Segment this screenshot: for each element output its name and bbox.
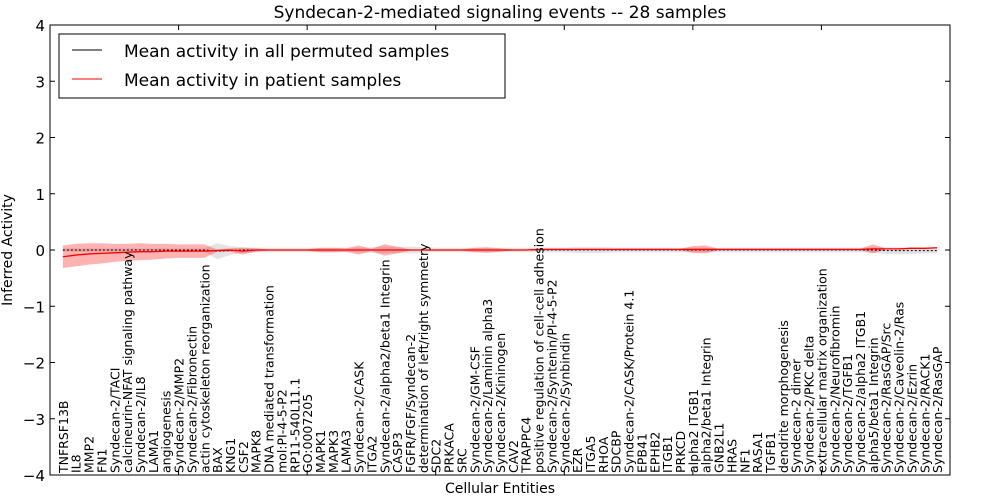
x-tick-label: alpha5/beta1 Integrin [866, 337, 881, 473]
x-tick-label: Syndecan-2 dimer [789, 358, 804, 473]
x-tick-label: angiogenesis [159, 391, 174, 473]
x-tick-label: TRAPPC4 [519, 417, 534, 474]
y-tick-label: 3 [35, 73, 45, 91]
x-tick-label: calcineurin-NFAT signaling pathway [120, 251, 135, 473]
x-tick-label: Syndecan-2/Kininogen [493, 333, 508, 473]
legend-box [58, 33, 506, 99]
x-tick-label: ITGA5 [583, 435, 598, 473]
x-tick-label: Syndecan-2/CASK [352, 361, 367, 473]
x-tick-label: Syndecan-2/Laminin alpha3 [480, 299, 495, 473]
series-line-1 [62, 247, 938, 258]
x-tick-label: Syndecan-2/Fibronectin [184, 326, 199, 473]
x-tick-label: Syndecan-2/TACI [107, 368, 122, 473]
x-tick-label: CSF2 [236, 441, 251, 473]
x-tick-label: Syndecan-2/alpha2/beta1 Integrin [377, 259, 392, 473]
x-tick-label: PRKACA [442, 423, 457, 473]
x-tick-label: GNB2L1 [712, 423, 727, 473]
x-tick-label: CAV2 [506, 440, 521, 473]
y-tick-label: −3 [23, 411, 45, 429]
x-tick-label: actin cytoskeleton reorganization [197, 264, 212, 473]
x-tick-label: MAPK8 [249, 430, 264, 473]
x-tick-label: HRAS [724, 439, 739, 473]
x-tick-label: NF1 [737, 449, 752, 474]
x-tick-label: Syndecan-2/Synbindin [557, 333, 572, 473]
x-tick-label: MAPK1 [313, 430, 328, 473]
x-tick-label: PRKCD [673, 431, 688, 473]
x-tick-label: Syndecan-2/CASK/Protein 4.1 [622, 290, 637, 473]
x-tick-label: Syndecan-2/Ezrin [904, 364, 919, 473]
x-tick-label: Syndecan-2/RasGAP [930, 346, 945, 473]
chart-title: Syndecan-2-mediated signaling events -- … [274, 3, 727, 23]
x-tick-label: MAPK3 [326, 430, 341, 473]
y-tick-label: −1 [23, 298, 45, 316]
x-tick-label: FN1 [94, 449, 109, 474]
x-tick-label: SDC2 [429, 439, 444, 473]
x-tick-label: Syndecan-2/alpha2 ITGB1 [853, 311, 868, 473]
y-tick-label: 4 [35, 17, 45, 35]
y-tick-label: 1 [35, 186, 45, 204]
x-tick-label: Syndecan-2/RACK1 [917, 354, 932, 473]
x-axis-label: Cellular Entities [445, 481, 555, 497]
y-tick-label: −2 [23, 355, 45, 373]
plot-frame [49, 24, 951, 476]
legend: Mean activity in all permuted samples Me… [58, 33, 506, 99]
x-tick-label: Syndecan-2/Caveolin-2/Ras [892, 302, 907, 473]
series-band-0 [62, 243, 938, 259]
x-tick-label: Syndecan-2/MMP2 [172, 358, 187, 473]
x-tick-label: LAMA1 [146, 430, 161, 473]
x-tick-label: EZR [570, 448, 585, 473]
x-tick-label: FGFR/FGF/Syndecan-2 [403, 334, 418, 473]
y-tick-label: −4 [23, 467, 45, 485]
x-tick-label: mol:PI-4-5-P2 [274, 389, 289, 473]
y-axis-label: Inferred Activity [0, 194, 16, 306]
y-tick-label: 0 [35, 242, 45, 260]
x-tick-label: EPHB2 [647, 432, 662, 473]
x-tick-label: determination of left/right symmetry [416, 243, 431, 473]
x-tick-label: Syndecan-2/Syntenin/PI-4-5-P2 [544, 279, 559, 473]
x-tick-label: RP11-540L11.1 [287, 378, 302, 473]
x-tick-label: TGFB1 [763, 432, 778, 474]
x-tick-label: RHOA [596, 436, 611, 473]
x-tick-label: RASA1 [750, 432, 765, 473]
x-tick-label: DNA mediated transformation [262, 285, 277, 473]
x-tick-label: positive regulation of cell-cell adhesio… [532, 228, 547, 473]
x-tick-label: EPB41 [634, 433, 649, 473]
x-tick-label: CASP3 [390, 432, 405, 473]
x-tick-label: TNFRSF13B [56, 401, 71, 474]
x-tick-label: Syndecan-2/GM-CSF [467, 346, 482, 473]
x-tick-label: Syndecan-2/TGFB1 [840, 354, 855, 473]
x-tick-label: GO:0007205 [300, 394, 315, 473]
x-tick-label: dendrite morphogenesis [776, 320, 791, 473]
x-tick-label: KNG1 [223, 438, 238, 473]
x-tick-label: IL8 [69, 454, 84, 473]
series-band-1 [62, 243, 938, 268]
x-tick-label: ITGB1 [660, 435, 675, 473]
x-tick-label: Syndecan-2/IL8 [133, 376, 148, 473]
x-tick-label: alpha2/beta1 Integrin [699, 337, 714, 473]
legend-label-patient: Mean activity in patient samples [124, 71, 401, 91]
legend-label-permuted: Mean activity in all permuted samples [124, 42, 449, 62]
x-tick-label: SRC [454, 448, 469, 473]
x-tick-label: BAX [210, 447, 225, 473]
x-tick-label: ITGA2 [364, 435, 379, 473]
x-tick-label: extracellular matrix organization [814, 268, 829, 473]
x-tick-label: alpha2 ITGB1 [686, 389, 701, 473]
x-tick-label: LAMA3 [339, 430, 354, 473]
x-tick-label: Syndecan-2/PKC delta [802, 336, 817, 473]
y-tick-label: 2 [35, 130, 45, 148]
x-tick-label: MMP2 [82, 436, 97, 473]
x-tick-label: Syndecan-2/RasGAP/Src [879, 323, 894, 473]
x-tick-label: SDCBP [609, 430, 624, 473]
x-tick-label: Syndecan-2/Neurofibromin [827, 306, 842, 473]
